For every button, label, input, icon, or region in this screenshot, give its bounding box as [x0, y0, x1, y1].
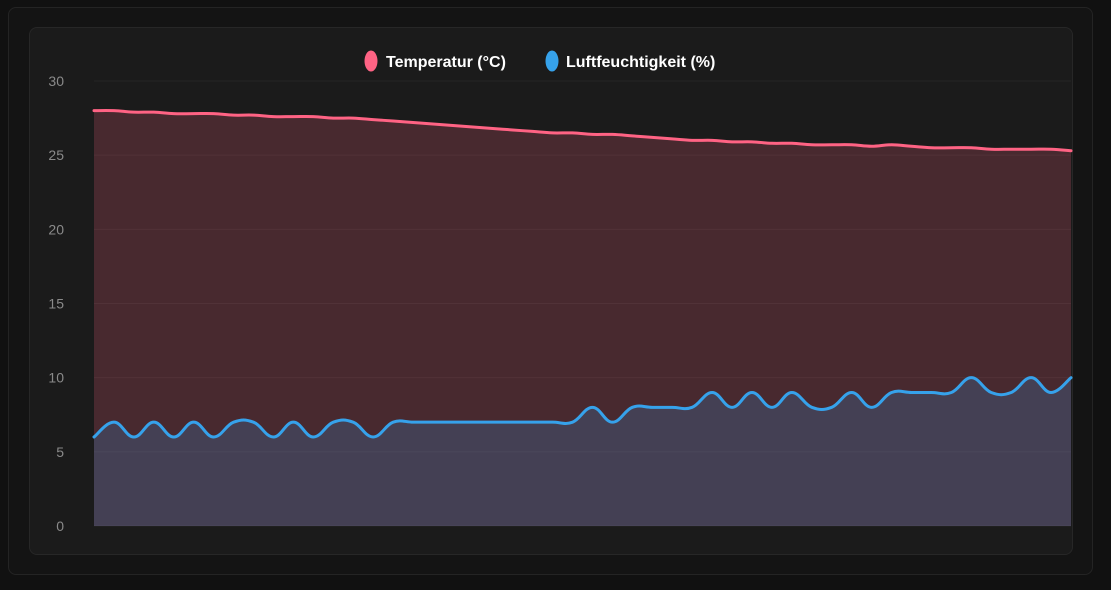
y-tick-label: 5 [56, 444, 64, 460]
area-fill-humidity [94, 377, 1071, 526]
series-lines [92, 109, 1073, 439]
area-fills [94, 110, 1071, 526]
legend-marker-temperature [364, 50, 378, 72]
legend-item-temperature[interactable]: Temperatur (°C) [364, 50, 506, 72]
y-tick-label: 10 [48, 370, 64, 386]
legend: Temperatur (°C) Luftfeuchtigkeit (%) [364, 50, 716, 72]
series-line-temperature [92, 109, 1073, 153]
y-tick-label: 30 [48, 73, 64, 89]
legend-label-temperature: Temperatur (°C) [386, 54, 506, 71]
y-tick-label: 20 [48, 221, 64, 237]
y-tick-label: 0 [56, 518, 64, 534]
y-tick-label: 25 [48, 147, 64, 163]
legend-item-humidity[interactable]: Luftfeuchtigkeit (%) [545, 50, 716, 72]
grid-lines [94, 80, 1071, 527]
series-line-humidity [92, 376, 1073, 439]
legend-label-humidity: Luftfeuchtigkeit (%) [566, 54, 715, 71]
y-tick-label: 15 [48, 296, 64, 312]
legend-marker-humidity [545, 50, 559, 72]
y-axis-ticks: 0 5 10 15 20 25 30 [48, 73, 64, 534]
